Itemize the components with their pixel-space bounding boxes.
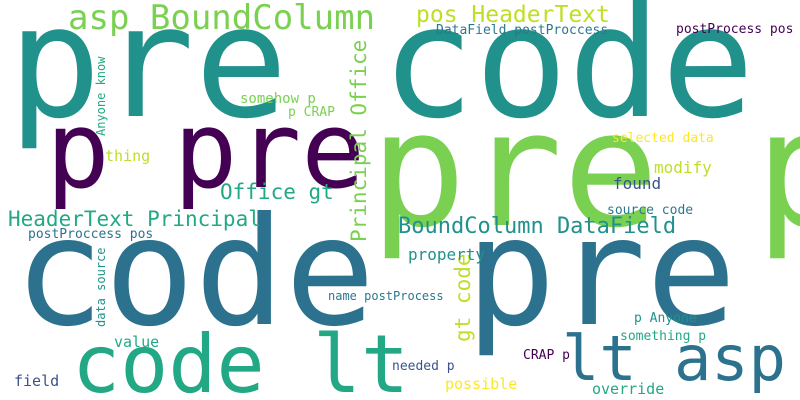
word-datafield-postproccess: DataField postProccess: [436, 23, 609, 38]
word-somehow-p: somehow p: [240, 91, 316, 107]
word-source-code: source code: [607, 203, 694, 218]
word-field: field: [14, 372, 60, 390]
word-anyone-know: Anyone know: [94, 56, 108, 136]
word-thing: thing: [105, 147, 151, 165]
word-data-source: data source: [94, 247, 108, 327]
word-code-lt: code lt: [72, 318, 410, 400]
word-p-crap: p CRAP: [288, 105, 335, 120]
word-modify: modify: [654, 158, 712, 177]
word-lt-asp: lt asp: [562, 322, 786, 395]
word-headertext-principal: HeaderText Principal: [8, 207, 261, 231]
word-code-pre: code pre: [14, 186, 737, 360]
word-pre-code: pre code: [8, 0, 755, 153]
word-found: found: [613, 174, 662, 193]
word-pos-headertext: pos HeaderText: [416, 2, 610, 28]
word-pre-p: pre p: [370, 76, 800, 263]
word-office-gt: Office gt: [220, 180, 334, 204]
word-needed-p: needed p: [392, 359, 455, 374]
word-p-anyone: p Anyone: [634, 311, 697, 326]
word-boundcolumn-datafield: BoundColumn DataField: [398, 214, 677, 239]
word-override: override: [592, 380, 665, 398]
word-value: value: [114, 333, 160, 351]
word-gt-code: gt code: [451, 253, 475, 342]
word-crap-p: CRAP p: [523, 348, 570, 363]
word-postproccess-pos: postProccess pos: [28, 227, 154, 242]
word-postprocess-pos: postProcess pos: [676, 22, 794, 37]
word-p-pre: p pre: [46, 89, 366, 212]
word-asp-boundcolumn: asp BoundColumn: [68, 0, 376, 38]
word-selected-data: selected data: [612, 131, 714, 146]
word-something-p: something p: [620, 329, 707, 344]
word-principal-office: Principal Office: [347, 39, 371, 242]
word-property: property: [408, 245, 486, 264]
word-name-postprocess: name postProcess: [328, 289, 444, 303]
word-possible: possible: [445, 375, 518, 393]
